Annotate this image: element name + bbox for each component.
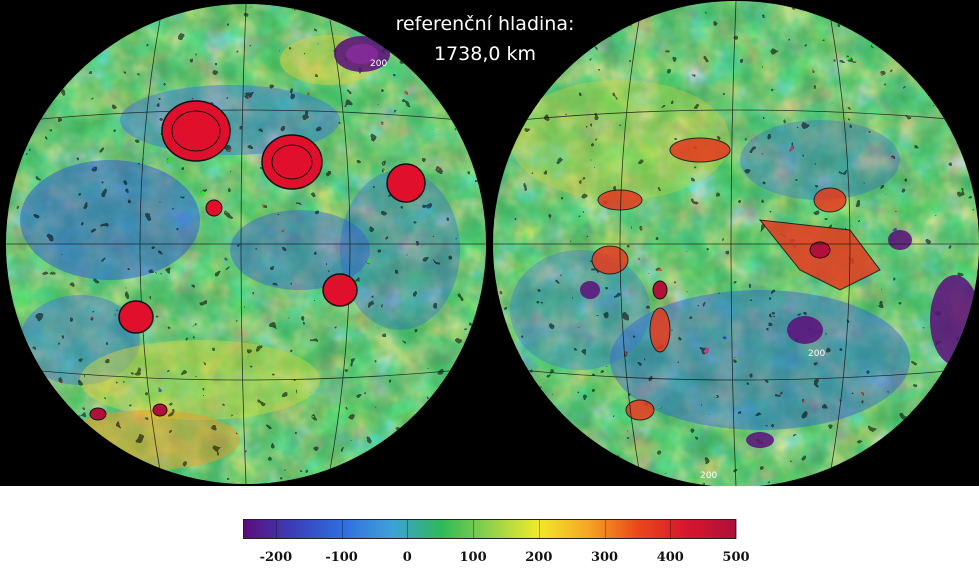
colorbar-tick (604, 519, 606, 539)
colorbar-tick (473, 519, 475, 539)
contour-label: 200 (700, 471, 717, 481)
colorbar-tick-label: 200 (525, 550, 553, 565)
colorbar-tick (407, 519, 409, 539)
contour-label: 200 (808, 349, 825, 359)
colorbar-tick (538, 519, 540, 539)
colorbar-tick-label: -100 (325, 550, 358, 565)
colorbar-tick (736, 519, 737, 539)
colorbar (243, 519, 736, 539)
gravity-map: 200 (6, 1, 979, 486)
colorbar-tick-label: 500 (722, 550, 750, 565)
colorbar-tick-label: 300 (590, 550, 619, 565)
colorbar-tick (341, 519, 343, 539)
mascons (89, 100, 426, 421)
colorbar-tick-label: 0 (402, 550, 412, 565)
far-side-hemisphere: 200 200 (493, 1, 979, 486)
contour-label: 200 (370, 59, 387, 69)
near-side-hemisphere: 200 (6, 4, 486, 484)
colorbar-tick-label: -200 (259, 550, 293, 565)
graticule (6, 4, 486, 484)
colorbar-tick (275, 519, 277, 539)
colorbar-tick (670, 519, 672, 539)
colorbar-tick-label: 100 (459, 550, 487, 565)
graticule (493, 1, 979, 486)
reference-level-label: referenční hladina: (395, 13, 575, 35)
gravity-map-panel: 200 (0, 0, 979, 486)
reference-level-value: 1738,0 km (433, 43, 537, 65)
colorbar-tick-label: 400 (656, 550, 684, 565)
